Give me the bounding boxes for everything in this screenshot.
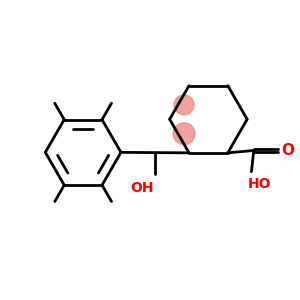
Circle shape [174,95,194,115]
Text: HO: HO [248,177,272,191]
Text: O: O [281,143,294,158]
Circle shape [173,123,195,145]
Text: OH: OH [130,181,154,195]
